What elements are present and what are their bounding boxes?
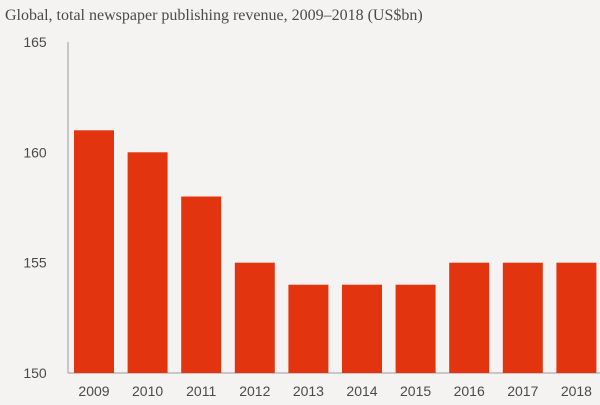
bar-2013 (288, 284, 329, 373)
bar-2018 (556, 262, 597, 373)
x-tick-label: 2009 (78, 383, 109, 399)
y-tick-label: 160 (23, 144, 47, 160)
bar-2012 (234, 262, 275, 373)
bar-2009 (74, 130, 114, 373)
bars-group (74, 130, 597, 373)
bar-2015 (395, 284, 436, 373)
x-tick-label: 2011 (186, 383, 216, 399)
x-tick-label: 2018 (561, 383, 592, 399)
bar-2016 (449, 262, 490, 373)
bar-2011 (181, 196, 222, 373)
chart-title: Global, total newspaper publishing reven… (5, 7, 423, 24)
x-tick-label: 2012 (239, 383, 270, 399)
bar-2014 (342, 284, 382, 373)
y-tick-label: 165 (23, 34, 47, 50)
x-tick-label: 2015 (400, 383, 431, 399)
y-tick-label: 150 (23, 365, 47, 381)
bar-2017 (502, 262, 543, 373)
x-tick-label: 2010 (132, 383, 163, 399)
x-tick-label: 2017 (507, 383, 538, 399)
x-tick-label: 2016 (454, 383, 485, 399)
x-tick-label: 2013 (293, 383, 324, 399)
x-axis-ticks: 2009 2010 2011 2012 2013 2014 2015 2016 2017 2018 (78, 383, 592, 399)
y-axis-ticks: 150 155 160 165 (23, 34, 47, 381)
bar-2010 (127, 152, 168, 373)
x-tick-label: 2014 (346, 383, 377, 399)
y-tick-label: 155 (23, 255, 47, 271)
